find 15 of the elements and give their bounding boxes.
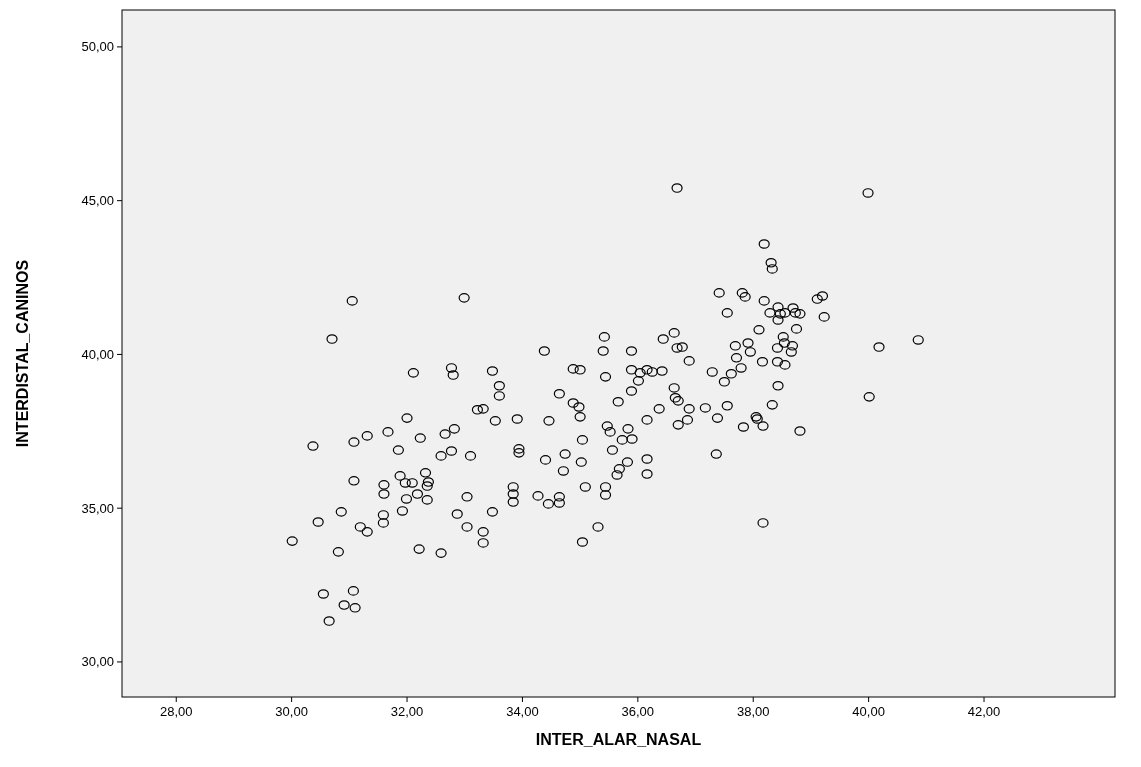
y-tick-label: 30,00 xyxy=(81,654,114,670)
y-tick-label: 40,00 xyxy=(81,346,114,362)
x-tick-label: 38,00 xyxy=(736,704,770,719)
x-tick-label: 42,00 xyxy=(967,704,1001,719)
x-tick-label: 32,00 xyxy=(390,704,424,719)
x-axis-title: INTER_ALAR_NASAL xyxy=(535,731,702,748)
x-tick-label: 28,00 xyxy=(159,704,193,719)
y-axis-title: INTERDISTAL_CANINOS xyxy=(14,259,31,448)
x-tick-label: 40,00 xyxy=(852,704,885,719)
x-tick-label: 36,00 xyxy=(621,704,655,719)
x-tick-label: 34,00 xyxy=(506,704,539,719)
y-tick-label: 50,00 xyxy=(81,39,114,55)
y-tick-label: 45,00 xyxy=(81,193,114,209)
y-tick-label: 35,00 xyxy=(81,500,114,516)
x-tick-label: 30,00 xyxy=(275,704,308,719)
